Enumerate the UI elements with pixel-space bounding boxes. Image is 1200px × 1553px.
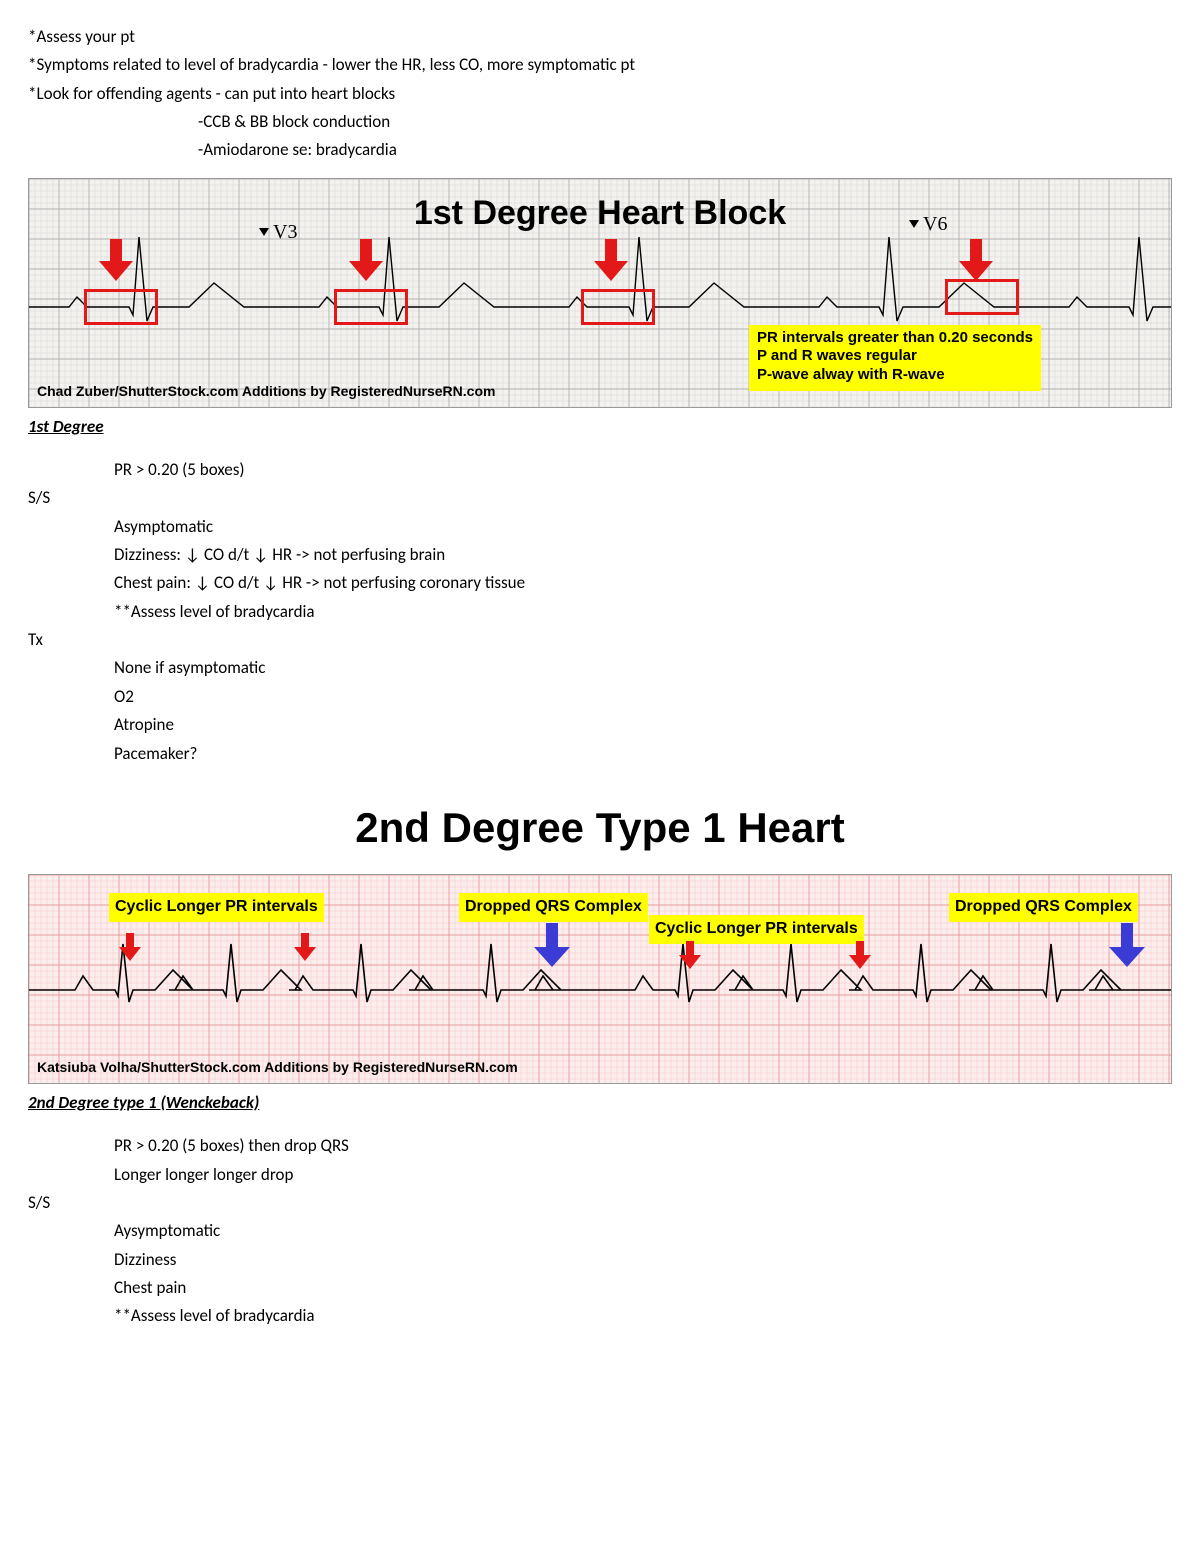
annotation-tag: Cyclic Longer PR intervals [109,893,324,922]
ss-item-2: Dizziness [28,1247,1172,1273]
ecg-1st-degree: 1st Degree Heart Block V3 V6 PR intervals… [28,178,1172,408]
ss-label-2: S/S [28,1190,1172,1216]
arrow-icon [679,941,701,971]
intro-line: *Look for offending agents - can put int… [28,81,1172,107]
lead-label: V6 [909,209,947,240]
ss-item: Dizziness: ↓ CO d/t ↓ HR -> not perfusin… [28,542,1172,568]
arrow-icon [594,239,628,283]
ecg1-info-box: PR intervals greater than 0.20 seconds P… [749,325,1041,391]
tx-item: Pacemaker? [28,741,1172,767]
ecg-2nd-degree-type1: Cyclic Longer PR intervalsDropped QRS Co… [28,874,1172,1084]
pr-highlight-box [84,289,158,325]
tx-item: Atropine [28,712,1172,738]
intro-line: *Symptoms related to level of bradycardi… [28,52,1172,78]
arrow-icon [119,933,141,963]
tx-label: Tx [28,627,1172,653]
arrow-icon [534,923,570,969]
lead-label: V3 [259,217,297,248]
pr-highlight-box [334,289,408,325]
ecg1-credit: Chad Zuber/ShutterStock.com Additions by… [37,381,495,403]
ecg1-info-l3: P-wave alway with R-wave [757,366,945,383]
annotation-tag: Dropped QRS Complex [459,893,648,922]
ss-item-2: Aysymptomatic [28,1218,1172,1244]
annotation-tag: Cyclic Longer PR intervals [649,915,864,944]
annotation-tag: Dropped QRS Complex [949,893,1138,922]
second-degree-heading: 2nd Degree type 1 (Wenckeback) [28,1090,1172,1116]
arrow-icon [99,239,133,283]
intro-sub: -CCB & BB block conduction [28,109,1172,135]
ecg2-big-title: 2nd Degree Type 1 Heart [28,795,1172,860]
arrow-icon [849,941,871,971]
ss-label: S/S [28,485,1172,511]
ss-item: Asymptomatic [28,514,1172,540]
ecg1-title: 1st Degree Heart Block [29,187,1171,240]
first-degree-heading: 1st Degree [28,414,1172,440]
pr-highlight-box [581,289,655,325]
arrow-icon [1109,923,1145,969]
pr-highlight-box [945,279,1019,315]
second-degree-pr: Longer longer longer drop [28,1162,1172,1188]
intro-line: *Assess your pt [28,24,1172,50]
arrow-icon [349,239,383,283]
first-degree-pr: PR > 0.20 (5 boxes) [28,457,1172,483]
arrow-icon [959,239,993,283]
ss-item-2: Chest pain [28,1275,1172,1301]
second-degree-pr: PR > 0.20 (5 boxes) then drop QRS [28,1133,1172,1159]
arrow-icon [294,933,316,963]
intro-sub: -Amiodarone se: bradycardia [28,137,1172,163]
intro-block: *Assess your pt *Symptoms related to lev… [28,24,1172,164]
ecg1-info-l1: PR intervals greater than 0.20 seconds [757,329,1033,346]
tx-item: O2 [28,684,1172,710]
ss-item: Chest pain: ↓ CO d/t ↓ HR -> not perfusi… [28,570,1172,596]
ss-item-2: **Assess level of bradycardia [28,1303,1172,1329]
ecg1-info-l2: P and R waves regular [757,347,917,364]
ecg2-credit: Katsiuba Volha/ShutterStock.com Addition… [37,1057,518,1079]
tx-item: None if asymptomatic [28,655,1172,681]
ss-item: **Assess level of bradycardia [28,599,1172,625]
